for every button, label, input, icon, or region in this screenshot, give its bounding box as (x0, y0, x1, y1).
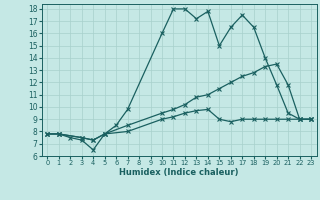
X-axis label: Humidex (Indice chaleur): Humidex (Indice chaleur) (119, 168, 239, 177)
